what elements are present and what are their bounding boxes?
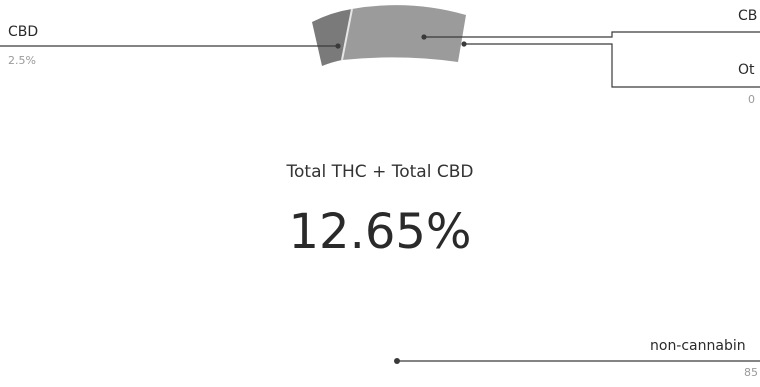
arc-segment-cbd — [312, 9, 352, 66]
leader-line-cb — [424, 31, 760, 38]
center-title: Total THC + Total CBD — [286, 162, 474, 182]
label-non-cannabinoid-value: 85 — [744, 366, 758, 379]
label-non-cannabinoid-name: non-cannabin — [650, 338, 746, 354]
label-cb-name: CB — [738, 8, 758, 24]
leader-line-ot — [464, 43, 760, 88]
arc-divider — [341, 8, 353, 61]
label-ot-value: 0 — [748, 93, 755, 106]
label-ot-name: Ot — [738, 62, 755, 78]
leader-dot-non-cannabinoid — [394, 358, 400, 364]
center-value: 12.65% — [288, 204, 472, 260]
label-cbd-name: CBD — [8, 24, 39, 40]
label-cbd-value: 2.5% — [8, 54, 36, 67]
leader-dot-ot — [461, 41, 467, 47]
arc-segment-total — [342, 5, 466, 62]
leader-dot-cbd — [335, 43, 341, 49]
leader-dot-cb — [421, 34, 427, 40]
